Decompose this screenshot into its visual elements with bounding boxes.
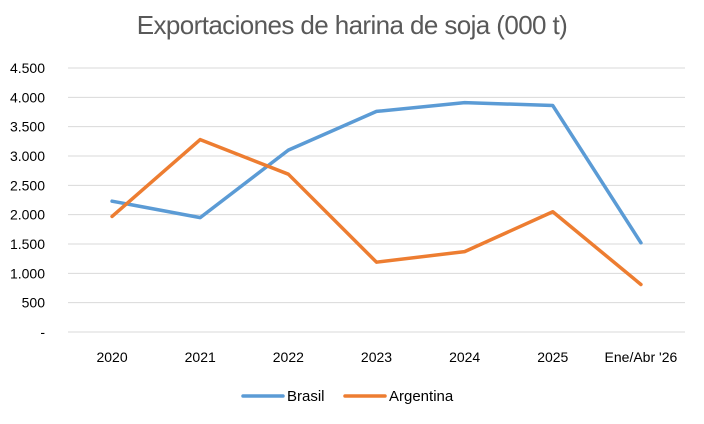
- y-tick-label: 1.000: [10, 265, 45, 281]
- x-tick-label: 2024: [449, 349, 480, 365]
- x-tick-label: 2021: [185, 349, 216, 365]
- x-tick-label: 2020: [96, 349, 127, 365]
- x-tick-label: 2022: [273, 349, 304, 365]
- x-tick-label: 2025: [537, 349, 568, 365]
- y-tick-label: 3.500: [10, 119, 45, 135]
- legend: Brasil Argentina: [241, 388, 454, 405]
- legend-label: Argentina: [389, 388, 454, 405]
- y-tick-label: -: [40, 324, 45, 340]
- series-line-argentina: [110, 137, 643, 287]
- x-tick-label: Ene/Abr '26: [605, 349, 678, 365]
- y-tick-label: 1.500: [10, 236, 45, 252]
- y-tick-label: 4.500: [10, 60, 45, 76]
- series-lines: [110, 100, 643, 287]
- series-line-brasil: [110, 100, 643, 245]
- y-tick-label: 4.000: [10, 89, 45, 105]
- y-tick-label: 2.500: [10, 177, 45, 193]
- x-axis-ticks: 2020 2021 2022 2023 2024 2025 Ene/Abr '26: [96, 349, 677, 365]
- chart-title: Exportaciones de harina de soja (000 t): [136, 10, 568, 40]
- y-tick-label: 2.000: [10, 207, 45, 223]
- gridlines: [68, 67, 685, 333]
- y-tick-label: 500: [22, 295, 46, 311]
- legend-label: Brasil: [287, 388, 325, 405]
- y-tick-label: 3.000: [10, 148, 45, 164]
- x-tick-label: 2023: [361, 349, 392, 365]
- y-axis-ticks: - 500 1.000 1.500 2.000 2.500 3.000 3.500 4.000 4…: [10, 60, 45, 340]
